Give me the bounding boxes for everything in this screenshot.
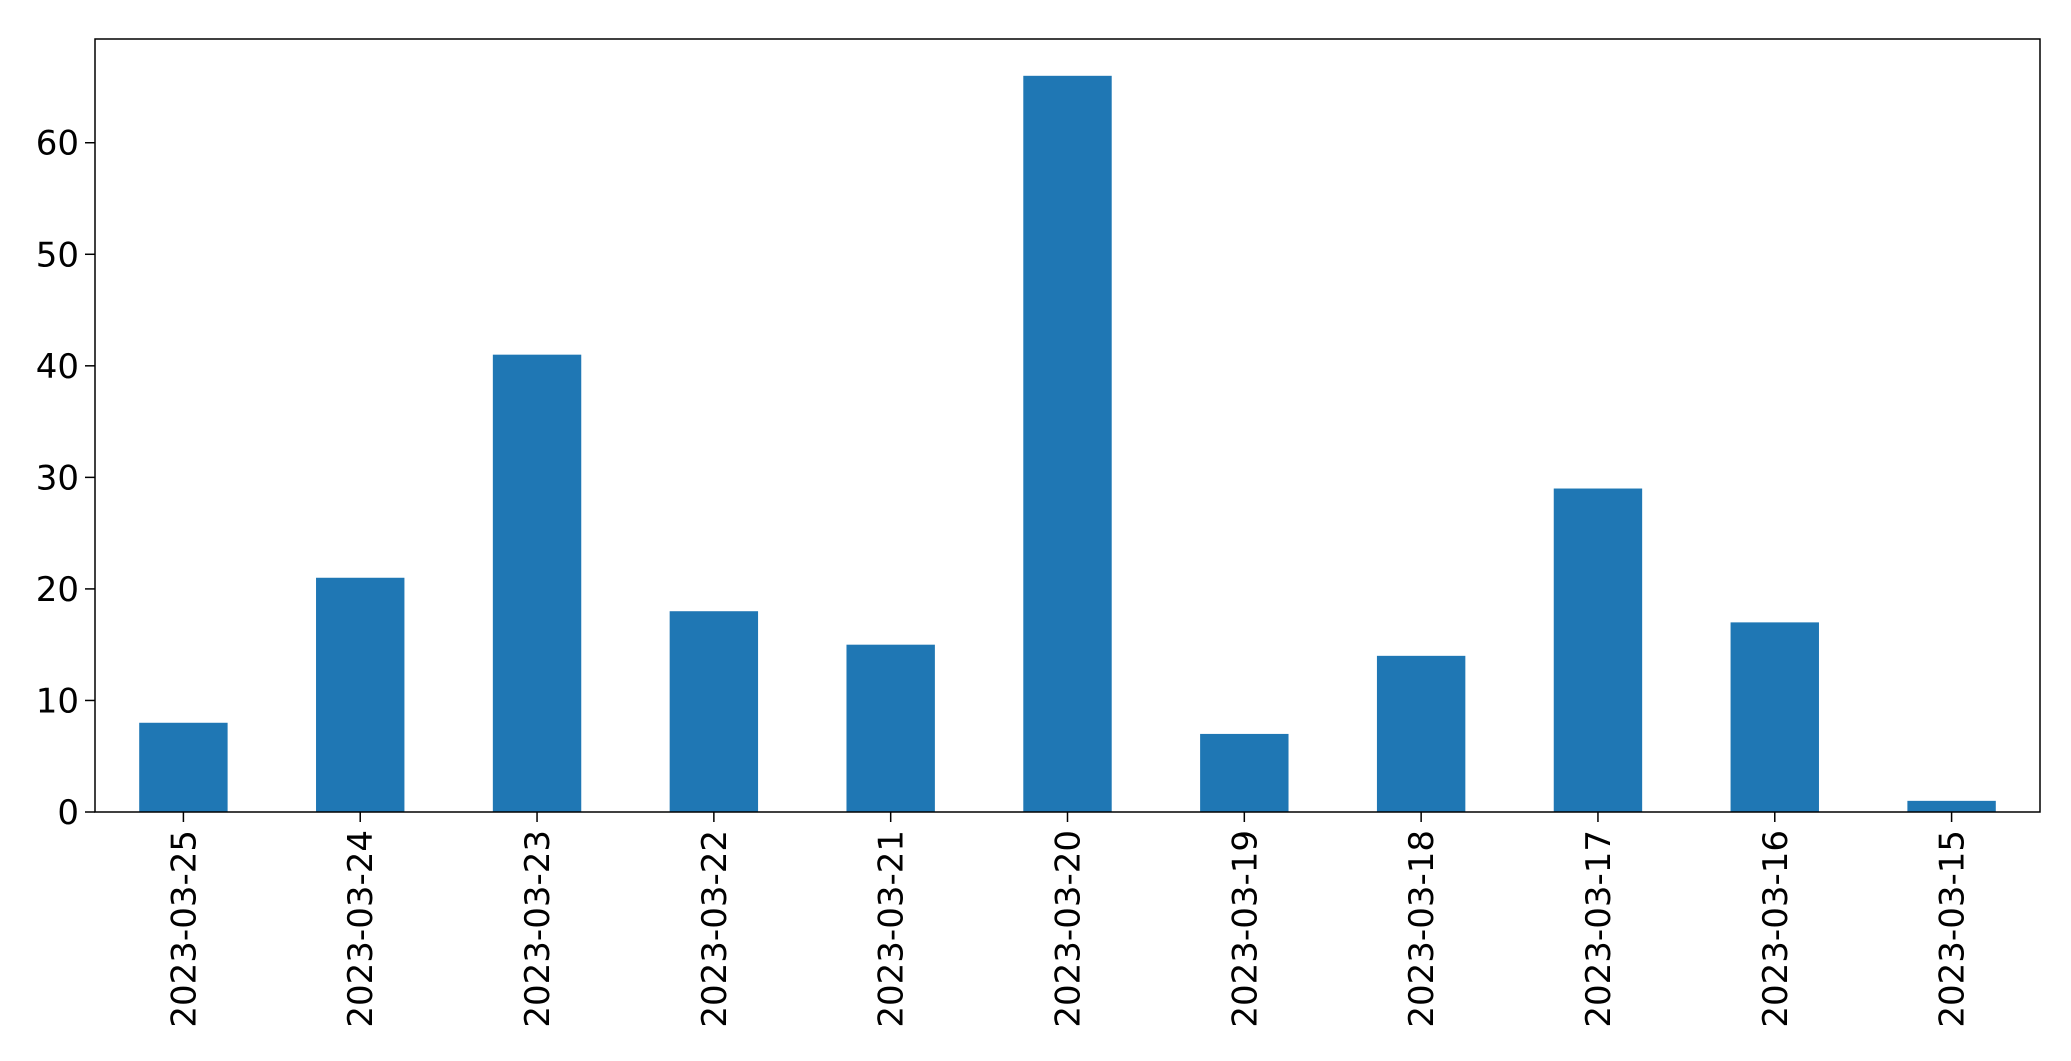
y-tick-label: 10 <box>36 681 79 721</box>
x-tick-label: 2023-03-22 <box>695 830 735 1028</box>
bar-2023-03-21 <box>846 644 935 812</box>
plot-frame <box>94 38 2041 813</box>
bar-2023-03-18 <box>1376 655 1466 812</box>
bar-2023-03-22 <box>669 611 759 812</box>
bar-2023-03-25 <box>139 722 228 812</box>
x-tick-label: 2023-03-23 <box>518 830 558 1028</box>
x-tick-label: 2023-03-20 <box>1049 830 1089 1028</box>
x-tick-label: 2023-03-19 <box>1225 830 1265 1028</box>
x-tick-label: 2023-03-21 <box>872 830 912 1028</box>
x-tick-label: 2023-03-17 <box>1579 830 1619 1028</box>
x-tick-label: 2023-03-24 <box>341 830 381 1028</box>
y-tick-label: 60 <box>36 124 79 164</box>
y-axis: 0 10 20 30 40 50 60 <box>36 124 95 833</box>
y-tick-label: 0 <box>57 793 79 833</box>
y-tick-label: 40 <box>36 347 79 387</box>
y-tick-label: 20 <box>36 570 79 610</box>
bar-2023-03-23 <box>492 354 582 812</box>
bar-2023-03-17 <box>1553 488 1643 812</box>
bar-2023-03-20 <box>1023 75 1112 813</box>
x-tick-label: 2023-03-15 <box>1933 830 1973 1028</box>
bars <box>139 75 1996 813</box>
bar-2023-03-15 <box>1907 800 1996 812</box>
x-tick-label: 2023-03-18 <box>1402 830 1442 1028</box>
x-tick-label: 2023-03-25 <box>164 830 204 1028</box>
bar-2023-03-24 <box>316 577 405 812</box>
y-tick-label: 30 <box>36 458 79 498</box>
x-axis: 2023-03-25 2023-03-24 2023-03-23 2023-03-22… <box>164 812 1973 1028</box>
bar-2023-03-16 <box>1730 622 1819 812</box>
y-tick-label: 50 <box>36 235 79 275</box>
bar-2023-03-19 <box>1200 733 1289 812</box>
x-tick-label: 2023-03-16 <box>1756 830 1796 1028</box>
